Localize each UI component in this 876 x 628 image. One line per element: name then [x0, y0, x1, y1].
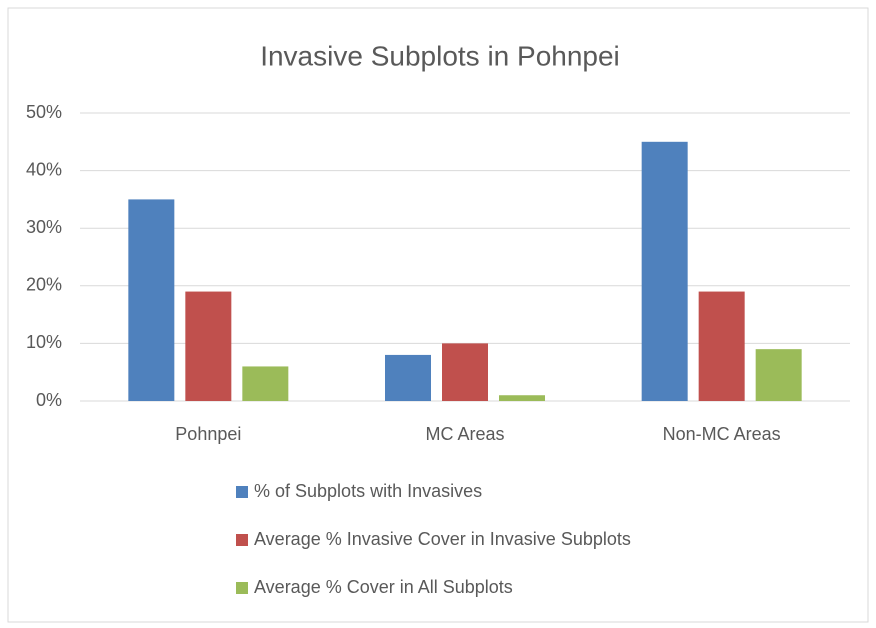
y-tick-label: 10% [26, 332, 62, 352]
bar [185, 291, 232, 401]
y-tick-label: 0% [36, 390, 62, 410]
x-tick-label: Non-MC Areas [663, 424, 781, 444]
legend-label: Average % Cover in All Subplots [254, 577, 513, 597]
bar [385, 354, 431, 401]
bar [755, 349, 802, 401]
bar [242, 366, 289, 401]
legend-label: Average % Invasive Cover in Invasive Sub… [254, 529, 631, 549]
x-tick-label: MC Areas [425, 424, 504, 444]
y-tick-label: 30% [26, 217, 62, 237]
legend-swatch [236, 534, 248, 546]
bar [128, 199, 175, 401]
bar [442, 343, 488, 401]
bar [698, 291, 745, 401]
legend-swatch [236, 486, 248, 498]
y-tick-label: 50% [26, 102, 62, 122]
bar [499, 395, 545, 401]
y-tick-label: 40% [26, 159, 62, 179]
chart-title: Invasive Subplots in Pohnpei [260, 40, 620, 71]
x-tick-label: Pohnpei [175, 424, 241, 444]
bar [641, 141, 688, 402]
legend-swatch [236, 582, 248, 594]
y-tick-label: 20% [26, 275, 62, 295]
legend-label: % of Subplots with Invasives [254, 481, 482, 501]
